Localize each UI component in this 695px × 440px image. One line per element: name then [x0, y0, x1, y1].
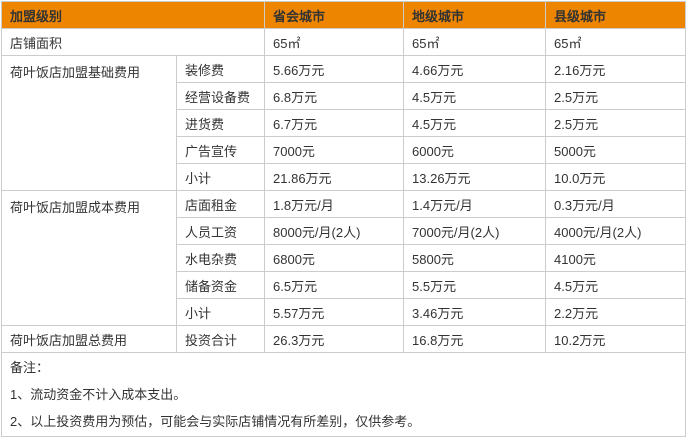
value-cell: 1.8万元/月: [264, 190, 405, 218]
value-cell: 2.16万元: [545, 55, 687, 83]
value-cell: 2.5万元: [545, 109, 687, 137]
row-label-stocking-fee: 进货费: [175, 109, 266, 137]
value-cell: 6.8万元: [264, 82, 405, 110]
row-advertising-fee: 广告宣传 7000元 6000元 5000元: [2, 136, 687, 164]
value-cell: 5.5万元: [403, 271, 547, 299]
value-cell: 6000元: [403, 136, 547, 164]
value-cell: 10.0万元: [545, 163, 687, 191]
header-cell-prefecture-city: 地级城市: [403, 1, 547, 29]
row-label-rent: 店面租金: [175, 190, 266, 218]
row-notes: 备注： 1、流动资金不计入成本支出。 2、以上投资费用为预估，可能会与实际店铺情…: [0, 352, 687, 437]
value-cell: 5000元: [545, 136, 687, 164]
value-cell: 13.26万元: [403, 163, 547, 191]
row-rent: 荷叶饭店加盟成本费用 店面租金 1.8万元/月 1.4万元/月 0.3万元/月: [1, 190, 687, 326]
value-cell: 0.3万元/月: [545, 190, 687, 218]
value-cell: 26.3万元: [264, 325, 405, 353]
row-stocking-fee: 进货费 6.7万元 4.5万元 2.5万元: [2, 109, 687, 137]
value-cell: 4.5万元: [403, 82, 547, 110]
notes-cell: 备注： 1、流动资金不计入成本支出。 2、以上投资费用为预估，可能会与实际店铺情…: [0, 352, 687, 437]
value-cell: 10.2万元: [545, 325, 687, 353]
row-label-basic-subtotal: 小计: [175, 163, 266, 191]
row-shop-area: 店铺面积 65㎡ 65㎡ 65㎡: [0, 28, 687, 56]
row-staff-wages: 人员工资 8000元/月(2人) 7000元/月(2人) 4000元/月(2人): [2, 217, 687, 245]
value-cell: 4100元: [545, 244, 687, 272]
row-label-utilities: 水电杂费: [175, 244, 266, 272]
header-row: 加盟级别 省会城市 地级城市 县级城市: [0, 1, 687, 29]
group-cell-basic-fees: 荷叶饭店加盟基础费用: [1, 55, 177, 191]
value-cell: 7000元: [264, 136, 405, 164]
row-label-cost-subtotal: 小计: [175, 298, 266, 326]
table-header: 加盟级别 省会城市 地级城市 县级城市: [0, 1, 687, 29]
row-label-equipment-fee: 经营设备费: [175, 82, 266, 110]
row-equipment-fee: 经营设备费 6.8万元 4.5万元 2.5万元: [2, 82, 687, 110]
value-cell: 5800元: [403, 244, 547, 272]
value-cell: 4.5万元: [545, 271, 687, 299]
row-basic-subtotal: 小计 21.86万元 13.26万元 10.0万元: [2, 163, 687, 191]
note-line-1: 1、流动资金不计入成本支出。: [10, 387, 187, 402]
header-cell-franchise-level: 加盟级别: [0, 1, 266, 29]
row-cost-subtotal: 小计 5.57万元 3.46万元 2.2万元: [2, 298, 687, 326]
value-cell: 2.5万元: [545, 82, 687, 110]
note-line-2: 2、以上投资费用为预估，可能会与实际店铺情况有所差别，仅供参考。: [10, 414, 421, 429]
value-cell: 65㎡: [264, 28, 405, 56]
row-label-advertising-fee: 广告宣传: [175, 136, 266, 164]
row-reserve-fund: 储备资金 6.5万元 5.5万元 4.5万元: [2, 271, 687, 299]
value-cell: 5.57万元: [264, 298, 405, 326]
value-cell: 65㎡: [403, 28, 547, 56]
row-label-shop-area: 店铺面积: [0, 28, 266, 56]
value-cell: 4.66万元: [403, 55, 547, 83]
group-cell-cost-fees: 荷叶饭店加盟成本费用: [1, 190, 177, 326]
value-cell: 16.8万元: [403, 325, 547, 353]
value-cell: 6800元: [264, 244, 405, 272]
row-utilities: 水电杂费 6800元 5800元 4100元: [2, 244, 687, 272]
header-cell-county-city: 县级城市: [545, 1, 687, 29]
value-cell: 8000元/月(2人): [264, 217, 405, 245]
value-cell: 4.5万元: [403, 109, 547, 137]
value-cell: 4000元/月(2人): [545, 217, 687, 245]
header-cell-provincial-city: 省会城市: [264, 1, 405, 29]
value-cell: 7000元/月(2人): [403, 217, 547, 245]
value-cell: 6.7万元: [264, 109, 405, 137]
row-renovation-fee: 荷叶饭店加盟基础费用 装修费 5.66万元 4.66万元 2.16万元: [1, 55, 687, 191]
value-cell: 2.2万元: [545, 298, 687, 326]
group-cell-total-fees: 荷叶饭店加盟总费用: [1, 325, 177, 353]
row-label-reserve-fund: 储备资金: [175, 271, 266, 299]
value-cell: 3.46万元: [403, 298, 547, 326]
franchise-fee-table: 加盟级别 省会城市 地级城市 县级城市 店铺面积 65㎡ 65㎡ 65㎡ 荷叶饭…: [0, 1, 687, 437]
table-body: 店铺面积 65㎡ 65㎡ 65㎡ 荷叶饭店加盟基础费用 装修费 5.66万元 4…: [0, 28, 687, 437]
value-cell: 65㎡: [545, 28, 687, 56]
row-label-renovation-fee: 装修费: [175, 55, 266, 83]
value-cell: 1.4万元/月: [403, 190, 547, 218]
value-cell: 21.86万元: [264, 163, 405, 191]
row-label-staff-wages: 人员工资: [175, 217, 266, 245]
value-cell: 5.66万元: [264, 55, 405, 83]
notes-title: 备注：: [10, 360, 50, 375]
row-label-total-investment: 投资合计: [175, 325, 266, 353]
value-cell: 6.5万元: [264, 271, 405, 299]
row-total-investment: 荷叶饭店加盟总费用 投资合计 26.3万元 16.8万元 10.2万元: [1, 325, 687, 353]
